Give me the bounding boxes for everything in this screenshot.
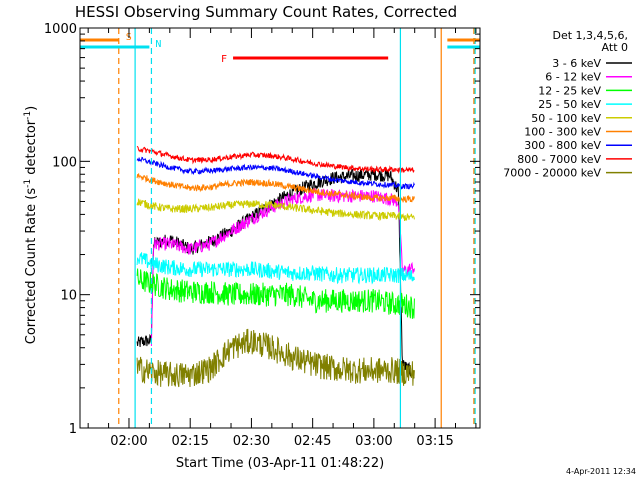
legend-label: 3 - 6 keV (552, 57, 601, 70)
series-line-50-100-keV (136, 198, 415, 222)
series-line-3-6-keV (136, 168, 415, 379)
x-tick-label: 02:30 (233, 434, 270, 449)
series-line-12-25-keV (136, 268, 415, 319)
legend-label: 6 - 12 keV (545, 71, 601, 84)
legend-label: 100 - 300 keV (524, 126, 601, 139)
x-tick-label: 02:00 (110, 434, 147, 449)
series-layer (136, 145, 415, 388)
legend-label: 25 - 50 keV (538, 98, 601, 111)
series-line-7000-20000-keV (136, 328, 415, 388)
y-tick-label: 1000 (44, 22, 77, 37)
flag-label-F: F (221, 54, 227, 65)
x-tick-label: 03:00 (355, 434, 392, 449)
legend-label: 800 - 7000 keV (517, 153, 601, 166)
plot-frame (79, 27, 481, 429)
x-tick-label: 02:45 (294, 434, 331, 449)
timestamp: 4-Apr-2011 12:34 (566, 467, 636, 476)
y-axis-label: Corrected Count Rate (s-1 detector-1) (23, 106, 39, 344)
y-tick-label: 100 (52, 155, 77, 170)
legend-title-line1: Det 1,3,4,5,6, (552, 29, 628, 42)
x-axis-label: Start Time (03-Apr-11 01:48:22) (176, 456, 384, 471)
series-line-300-800-keV (136, 156, 415, 190)
legend-label: 12 - 25 keV (538, 84, 601, 97)
legend-label: 50 - 100 keV (531, 112, 601, 125)
y-tick-label: 10 (60, 289, 77, 304)
chart-title: HESSI Observing Summary Count Rates, Cor… (75, 3, 457, 21)
legend-label: 300 - 800 keV (524, 139, 601, 152)
axes-layer: 1 10 100 1000 02:00 02:15 02:30 02:45 03:00 03:15 (44, 22, 481, 449)
series-line-25-50-keV (136, 252, 415, 285)
flag-label-N: N (155, 39, 161, 50)
series-line-800-7000-keV (136, 145, 415, 174)
x-tick-label: 03:15 (416, 434, 453, 449)
legend-title-line2: Att 0 (602, 41, 628, 54)
y-tick-label: 1 (69, 422, 77, 437)
markers-layer (118, 28, 476, 428)
x-tick-label: 02:15 (171, 434, 208, 449)
legend-label: 7000 - 20000 keV (503, 167, 601, 180)
series-line-100-300-keV (136, 173, 415, 203)
